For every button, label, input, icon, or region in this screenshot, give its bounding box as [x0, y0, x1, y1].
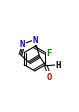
- Text: H: H: [56, 61, 61, 70]
- Text: N: N: [33, 36, 38, 45]
- Text: F: F: [47, 49, 52, 58]
- Text: O: O: [47, 72, 52, 81]
- Text: N: N: [19, 40, 25, 49]
